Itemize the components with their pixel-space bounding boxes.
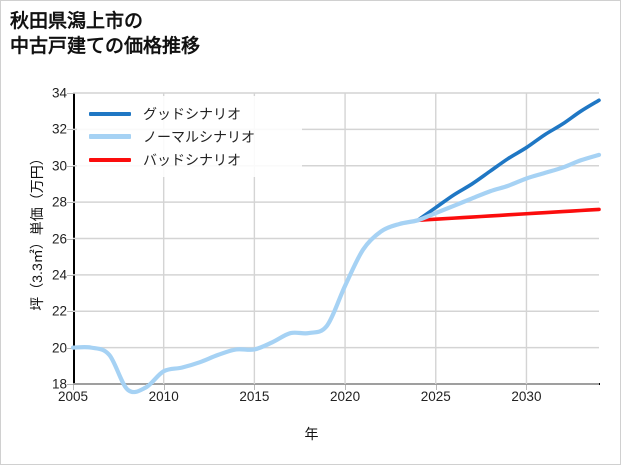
y-tick-mark: [67, 311, 73, 313]
legend-swatch-good: [89, 111, 131, 116]
y-tick-label: 34: [51, 85, 67, 101]
x-axis-label: 年: [304, 426, 319, 442]
y-tick-label: 26: [51, 231, 67, 246]
x-tick-mark: [254, 385, 256, 390]
x-tick-label: 2010: [148, 389, 179, 404]
legend-item-bad[interactable]: バッドシナリオ: [77, 148, 302, 171]
y-tick-label: 24: [51, 267, 67, 283]
series-line-bad: [415, 207, 601, 223]
x-tick-label: 2015: [239, 389, 270, 404]
y-tick-label: 32: [51, 121, 67, 137]
x-tick-mark: [526, 385, 528, 390]
y-tick-mark: [67, 129, 73, 131]
x-tick-mark: [73, 385, 74, 390]
chart-title: 秋田県潟上市の 中古戸建ての価格推移: [10, 11, 201, 58]
series-line-good: [415, 98, 601, 223]
y-tick-mark: [67, 202, 73, 204]
series-line-normal: [70, 152, 602, 395]
legend-swatch-normal: [89, 134, 131, 139]
y-tick-label: 18: [51, 376, 67, 392]
y-tick-mark: [67, 93, 73, 94]
x-tick-label: 2020: [330, 389, 361, 404]
y-tick-label: 28: [51, 194, 67, 210]
legend-label-bad: バッドシナリオ: [143, 151, 241, 168]
x-tick-mark: [345, 385, 347, 390]
x-tick-label: 2025: [420, 389, 451, 404]
x-tick-mark: [163, 385, 165, 390]
y-axis-label: 坪（3.3㎡）単価（万円）: [29, 151, 45, 311]
y-tick-label: 20: [51, 340, 67, 356]
x-tick-label: 2005: [57, 389, 89, 404]
y-tick-label: 30: [51, 158, 67, 174]
legend-item-normal[interactable]: ノーマルシナリオ: [77, 125, 302, 148]
y-tick-mark: [67, 238, 73, 240]
y-tick-mark: [67, 347, 73, 349]
chart-legend: グッドシナリオ ノーマルシナリオ バッドシナリオ: [77, 96, 302, 177]
y-axis-ticks: 18 20 22 24 26 28 30 32 34: [1, 1, 73, 464]
x-tick-mark: [435, 385, 437, 390]
y-tick-mark: [67, 274, 73, 276]
y-tick-mark: [67, 165, 73, 167]
legend-label-good: グッドシナリオ: [143, 105, 241, 122]
x-tick-label: 2030: [511, 389, 542, 404]
legend-item-good[interactable]: グッドシナリオ: [77, 102, 302, 125]
y-tick-label: 22: [51, 303, 67, 319]
legend-label-normal: ノーマルシナリオ: [143, 128, 255, 145]
legend-swatch-bad: [89, 157, 131, 162]
y-tick-mark: [67, 384, 73, 385]
